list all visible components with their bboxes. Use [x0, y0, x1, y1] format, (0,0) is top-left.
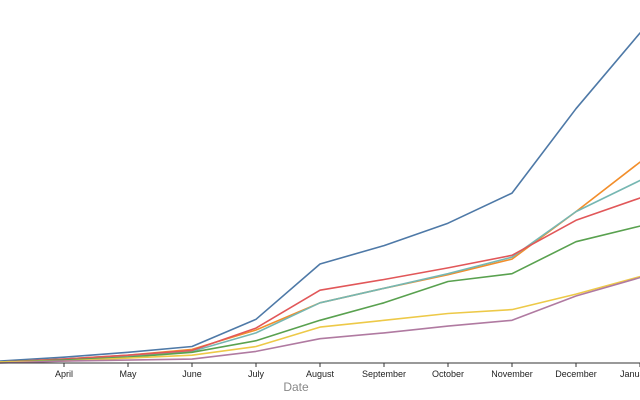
x-tick-label: September	[362, 369, 406, 379]
x-tick-label: May	[119, 369, 137, 379]
series-line-2	[0, 161, 640, 363]
series-line-1	[0, 32, 640, 362]
x-tick-label: April	[55, 369, 73, 379]
series-line-5	[0, 225, 640, 363]
series-line-3	[0, 179, 640, 363]
x-tick-label: October	[432, 369, 464, 379]
x-tick-label: November	[491, 369, 533, 379]
x-tick-label: July	[248, 369, 265, 379]
series-line-7	[0, 276, 640, 364]
series-line-6	[0, 275, 640, 363]
series-line-4	[0, 197, 640, 363]
x-tick-label: August	[306, 369, 335, 379]
x-axis: April May June July August September October No…	[0, 362, 640, 379]
series-layer	[0, 32, 640, 364]
x-axis-title: Date	[283, 380, 309, 394]
x-tick-label: January	[620, 369, 640, 379]
x-tick-label: December	[555, 369, 597, 379]
x-tick-label: June	[182, 369, 202, 379]
